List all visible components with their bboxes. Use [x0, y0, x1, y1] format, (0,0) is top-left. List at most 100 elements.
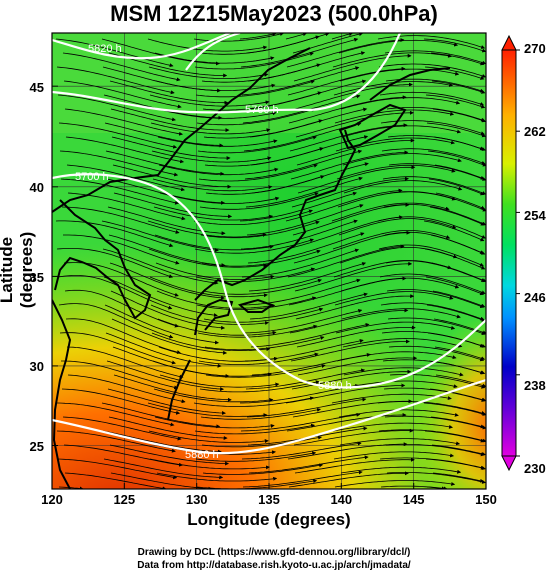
streamline — [109, 80, 229, 105]
streamline — [101, 38, 220, 66]
streamline — [106, 360, 225, 391]
x-tick-label: 120 — [41, 492, 63, 507]
streamline — [200, 220, 320, 239]
streamline — [340, 466, 462, 474]
streamline — [110, 472, 213, 489]
colorbar-tick-label: 246 — [524, 290, 546, 305]
streamline — [429, 388, 486, 402]
streamline — [332, 52, 452, 68]
streamline — [109, 262, 225, 300]
credit-drawing: Drawing by DCL (https://www.gfd-dennou.o… — [137, 547, 411, 558]
streamline — [246, 33, 330, 54]
streamline — [241, 248, 360, 278]
streamline — [425, 94, 486, 109]
streamline — [334, 109, 455, 124]
y-axis-label: Latitude (degrees) — [0, 231, 36, 309]
streamline — [428, 178, 485, 196]
streamline — [55, 38, 174, 68]
streamline — [106, 178, 226, 205]
streamline — [379, 91, 485, 106]
streamline — [194, 52, 314, 70]
streamline — [154, 416, 275, 429]
streamline — [388, 345, 485, 362]
streamline — [151, 332, 271, 352]
streamline — [156, 290, 276, 309]
y-tick-label: 30 — [30, 359, 44, 374]
streamline — [149, 94, 270, 107]
streamline — [196, 296, 317, 310]
streamline — [156, 108, 277, 119]
colorbar: 230 238 246 254 262 270 — [501, 34, 546, 476]
streamline — [101, 402, 221, 429]
streamline — [56, 248, 174, 279]
streamline — [434, 346, 486, 361]
streamline — [337, 191, 457, 208]
streamline — [111, 136, 231, 161]
streamline — [61, 206, 180, 234]
streamline — [149, 276, 268, 298]
streamline — [430, 416, 485, 429]
streamline — [244, 149, 363, 180]
streamline — [431, 80, 486, 94]
streamline — [386, 289, 485, 309]
streamline — [113, 192, 233, 219]
contour-line — [52, 33, 231, 60]
colorbar-max-arrow — [501, 34, 517, 51]
colorbar-tick-label: 254 — [524, 208, 546, 223]
streamline — [248, 455, 369, 474]
x-tick-label: 130 — [186, 492, 208, 507]
contour-label: 5880 h — [185, 449, 219, 461]
streamline — [426, 122, 486, 138]
streamline — [378, 63, 486, 78]
streamline — [289, 123, 408, 152]
streamline — [59, 150, 179, 177]
streamline — [342, 338, 463, 348]
streamline — [249, 107, 368, 138]
streamline — [288, 95, 407, 124]
streamline — [433, 136, 485, 151]
y-tick-label: 40 — [30, 180, 44, 195]
streamline — [249, 292, 368, 320]
colorbar-tick-label: 262 — [524, 124, 546, 139]
streamline — [241, 441, 362, 460]
streamline — [294, 82, 413, 110]
streamline — [243, 122, 362, 152]
streamline — [383, 204, 486, 226]
streamline — [157, 136, 278, 147]
streamline — [378, 429, 486, 443]
streamline — [56, 66, 175, 95]
x-tick-label: 150 — [475, 492, 497, 507]
streamline — [427, 150, 486, 167]
streamline — [333, 451, 455, 460]
streamline — [147, 38, 268, 52]
streamline — [287, 244, 405, 278]
contour-labels: 5820 h 5880 h 5760 h 5700 h 5880 h — [75, 43, 352, 461]
streamline — [56, 430, 176, 453]
streamline — [154, 52, 275, 64]
streamline — [335, 321, 456, 334]
streamline — [155, 262, 275, 281]
streamline — [240, 37, 359, 68]
streamline — [431, 444, 486, 456]
streamline — [110, 108, 230, 133]
x-tick-labels: 120 125 130 135 140 145 150 — [41, 492, 497, 507]
streamline — [65, 318, 181, 354]
streamline — [63, 80, 182, 109]
streamline — [61, 360, 179, 390]
streamline — [147, 402, 268, 418]
y-tick-label: 25 — [30, 439, 44, 454]
streamline — [56, 402, 175, 427]
x-tick-label: 145 — [403, 492, 425, 507]
streamline — [66, 164, 185, 192]
streamline — [286, 38, 405, 68]
streamline — [149, 458, 270, 470]
streamline — [251, 352, 371, 376]
streamline — [64, 472, 167, 489]
streamline — [426, 304, 486, 322]
streamline — [112, 164, 232, 189]
streamline — [61, 388, 181, 415]
streamline — [433, 318, 486, 335]
streamline — [293, 428, 414, 446]
streamline — [287, 66, 406, 96]
